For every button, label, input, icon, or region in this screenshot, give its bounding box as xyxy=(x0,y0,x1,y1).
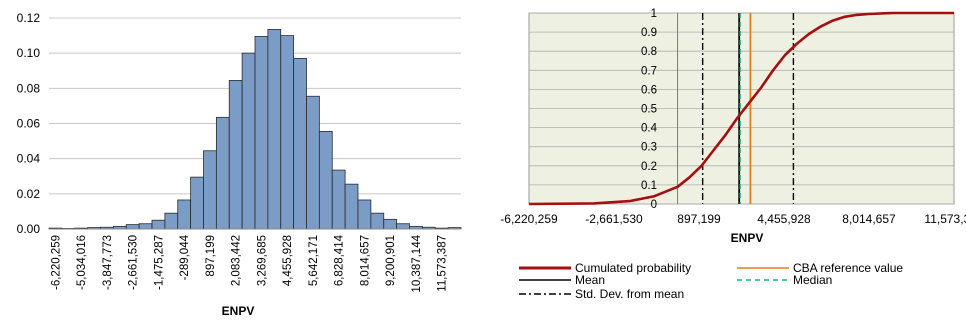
histogram-bar xyxy=(306,95,320,230)
x-tick-label: -289,044 xyxy=(179,234,191,280)
legend-label: CBA reference value xyxy=(793,261,903,275)
x-tick-label: 6,828,414 xyxy=(334,234,346,286)
x-tick-label: 8,014,657 xyxy=(359,235,371,286)
x-tick-label: -6,220,259 xyxy=(50,235,62,290)
x-tick-label: 4,455,928 xyxy=(282,235,294,286)
histogram-bar xyxy=(357,199,372,230)
x-tick-label: -2,661,530 xyxy=(585,212,643,226)
histogram-bar xyxy=(151,219,166,230)
histogram-bar xyxy=(331,169,346,230)
y-tick-label: 0.5 xyxy=(641,104,657,116)
x-tick-label: -2,661,530 xyxy=(128,235,140,290)
y-tick-label: 0.3 xyxy=(641,142,657,154)
y-tick-label: 0.06 xyxy=(17,117,41,131)
y-tick-label: 0.9 xyxy=(641,27,657,39)
cumulative-curve xyxy=(528,11,954,206)
histogram-bar xyxy=(344,183,359,230)
legend-label: Cumulated probability xyxy=(575,261,691,275)
histogram-bar xyxy=(177,199,192,230)
histogram-bar xyxy=(203,150,217,230)
histogram-bar xyxy=(383,218,398,230)
y-tick-label: 1 xyxy=(651,8,657,20)
x-tick-label: 9,200,901 xyxy=(385,235,397,286)
histogram-bar xyxy=(164,212,179,230)
histogram-bar xyxy=(215,116,230,230)
histogram-bar xyxy=(267,29,282,230)
y-tick-label: 0.10 xyxy=(17,46,41,60)
histogram-bar xyxy=(125,224,140,230)
histogram-bar xyxy=(138,223,153,230)
y-tick-label: 0 xyxy=(651,199,657,211)
x-axis-title: ENPV xyxy=(731,231,764,245)
x-tick-label: -6,220,259 xyxy=(500,212,558,226)
x-axis-title: ENPV xyxy=(222,304,255,318)
x-tick-label: 5,642,171 xyxy=(308,235,320,286)
x-tick-label: 11,573,387 xyxy=(924,212,966,226)
x-tick-label: -3,847,773 xyxy=(102,235,114,290)
x-tick-label: 11,573,387 xyxy=(437,235,449,292)
x-tick-label: 4,455,928 xyxy=(757,212,811,226)
histogram-bar xyxy=(241,52,256,230)
y-tick-label: 0.4 xyxy=(641,123,658,135)
x-tick-label: 8,014,657 xyxy=(842,212,896,226)
histogram-bar xyxy=(396,223,410,230)
histogram-bar xyxy=(370,212,385,230)
x-tick-label: 2,083,442 xyxy=(231,235,243,286)
y-tick-label: 0.08 xyxy=(17,81,41,95)
legend-label: Median xyxy=(793,273,832,287)
x-tick-label: -5,034,016 xyxy=(76,235,88,290)
histogram-bar xyxy=(254,36,269,230)
histogram-chart: 0.00 0.02 0.04 0.06 0.08 0.10 0.12 -6,220,259 -5… xyxy=(17,11,462,318)
cumulative-chart: 0 0.1 0.2 0.3 0.4 0.5 0.6 0.7 0.8 0.9 1 -6,220,259 -… xyxy=(500,8,966,301)
y-tick-label: 0.12 xyxy=(17,11,41,25)
y-tick-label: 0.02 xyxy=(17,187,41,201)
x-tick-label: 897,199 xyxy=(677,212,721,226)
x-tick-label: 897,199 xyxy=(205,235,217,277)
y-tick-label: 0.2 xyxy=(641,161,657,173)
y-tick-label: 0.6 xyxy=(641,84,657,96)
histogram-bar xyxy=(280,35,295,230)
histogram-bar xyxy=(293,58,307,230)
histogram-bar xyxy=(318,131,333,230)
x-tick-label: -1,475,287 xyxy=(153,235,165,290)
legend-label: Std. Dev. from mean xyxy=(575,287,684,301)
histogram-bar xyxy=(228,80,243,230)
y-tick-label: 0.8 xyxy=(641,46,657,58)
y-tick-label: 0.7 xyxy=(641,65,657,77)
x-tick-label: 10,387,144 xyxy=(411,234,423,292)
y-tick-label: 0.04 xyxy=(17,152,41,166)
histogram-bar xyxy=(190,176,204,230)
y-tick-label: 0.1 xyxy=(641,180,657,192)
x-tick-label: 3,269,685 xyxy=(256,235,268,286)
legend-label: Mean xyxy=(575,273,605,287)
y-tick-label: 0.00 xyxy=(17,222,41,236)
